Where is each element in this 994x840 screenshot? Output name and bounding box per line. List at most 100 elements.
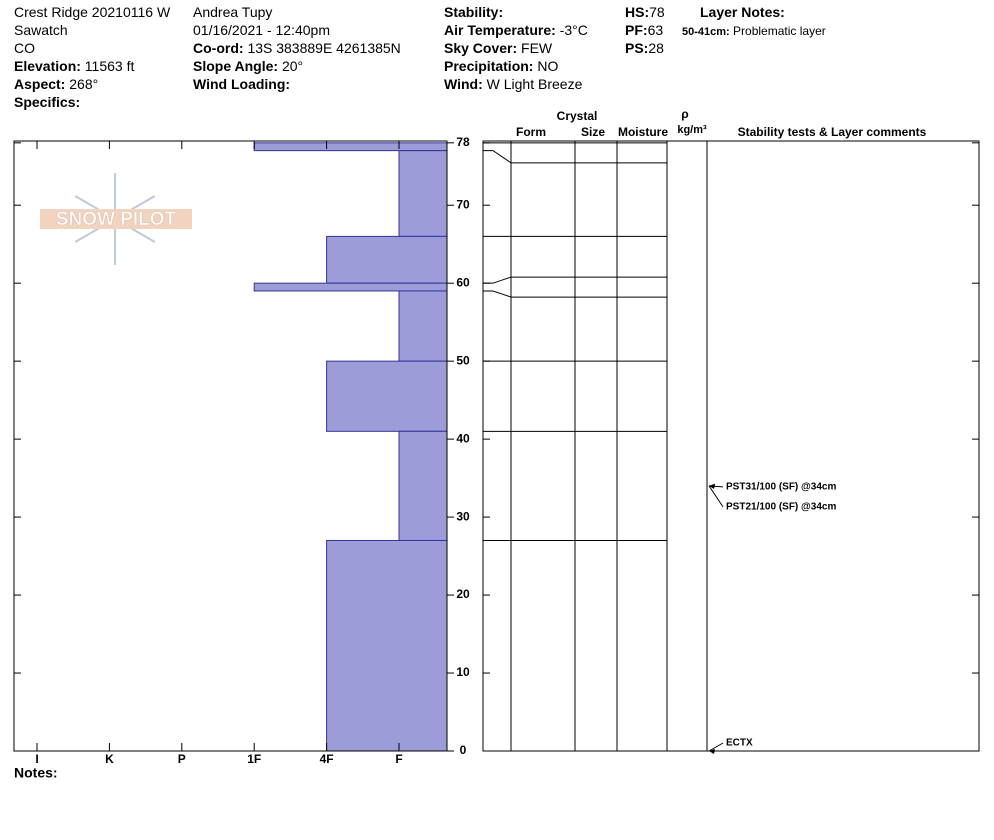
y-tick-label: 60	[456, 275, 470, 289]
field-label: Stability:	[444, 4, 504, 20]
field-label: Wind Loading:	[193, 76, 291, 92]
test-arrow	[709, 749, 715, 754]
header-field: 01/16/2021 - 12:40pm	[193, 21, 330, 39]
header-field: Wind: W Light Breeze	[444, 75, 582, 93]
field-value: 01/16/2021 - 12:40pm	[193, 22, 330, 38]
field-value: 20°	[281, 58, 304, 74]
header-field: PF:63	[625, 21, 663, 39]
field-value: NO	[537, 58, 559, 74]
field-value: 13S 383889E 4261385N	[247, 40, 401, 56]
field-label: Air Temperature:	[444, 22, 556, 38]
field-label: Co-ord:	[193, 40, 244, 56]
header-field: Precipitation: NO	[444, 57, 558, 75]
header-field: Crest Ridge 20210116 W	[14, 3, 170, 21]
y-tick-label: 50	[456, 353, 470, 367]
header-field: Slope Angle: 20°	[193, 57, 303, 75]
field-value: Andrea Tupy	[193, 4, 273, 20]
header-field: Co-ord: 13S 383889E 4261385N	[193, 39, 401, 57]
header-field: Air Temperature: -3°C	[444, 21, 588, 39]
hardness-bar	[253, 282, 448, 292]
header-field: HS:78	[625, 3, 665, 21]
header-field: Stability:	[444, 3, 503, 21]
test-label: PST31/100 (SF) @34cm	[726, 482, 836, 493]
x-tick-label: P	[178, 752, 186, 766]
hardness-bar	[398, 290, 448, 362]
y-tick-label: 30	[456, 509, 470, 523]
y-tick-label: 70	[456, 197, 470, 211]
column-header: Form	[516, 125, 546, 139]
field-value: W Light Breeze	[486, 76, 583, 92]
layer-connector	[483, 290, 512, 298]
note-value: Problematic layer	[733, 24, 826, 38]
y-tick-label: 78	[456, 135, 470, 149]
test-label: PST21/100 (SF) @34cm	[726, 502, 836, 513]
hardness-bar	[326, 539, 448, 752]
density-symbol: ρ	[681, 107, 688, 121]
hardness-bar	[326, 360, 448, 432]
x-tick-label: 4F	[320, 752, 334, 766]
notes-label: Notes:	[14, 765, 58, 781]
field-value: -3°C	[559, 22, 588, 38]
field-value: 63	[647, 22, 664, 38]
layer-frame	[482, 140, 980, 752]
logo: SNOW PILOT	[40, 173, 192, 265]
field-value: 78	[649, 4, 665, 20]
field-value: Sawatch	[14, 22, 68, 38]
field-label: Precipitation:	[444, 58, 534, 74]
logo-band	[40, 209, 192, 229]
x-tick-label: K	[105, 752, 114, 766]
header-field: PS:28	[625, 39, 664, 57]
hardness-bar	[253, 142, 448, 152]
field-label: Slope Angle:	[193, 58, 279, 74]
field-value: 11563 ft	[84, 58, 135, 74]
x-tick-label: I	[35, 752, 38, 766]
column-header: Stability tests & Layer comments	[738, 125, 927, 139]
header-field: Elevation: 11563 ft	[14, 57, 134, 75]
header-field: CO	[14, 39, 35, 57]
header-field: Aspect: 268°	[14, 75, 98, 93]
header-field: Andrea Tupy	[193, 3, 272, 21]
field-value: FEW	[521, 40, 553, 56]
field-label: PF:	[625, 22, 648, 38]
header-field: Sawatch	[14, 21, 68, 39]
layer-notes-title: Layer Notes:	[700, 3, 785, 21]
field-label: Elevation:	[14, 58, 81, 74]
plot-frame	[13, 140, 448, 752]
column-header: Crystal	[557, 109, 598, 123]
field-value: 28	[648, 40, 664, 56]
layer-note: 50-41cm: Problematic layer	[682, 22, 826, 41]
test-pointer	[708, 485, 724, 508]
y-tick-label: 20	[456, 587, 470, 601]
y-tick-label: 40	[456, 431, 470, 445]
field-label: PS:	[625, 40, 649, 56]
field-label: Aspect:	[14, 76, 66, 92]
test-pointer	[708, 742, 724, 752]
y-tick-label: 0	[460, 743, 467, 757]
hardness-bar	[398, 430, 448, 541]
test-arrow	[709, 483, 715, 489]
header-field: Sky Cover: FEW	[444, 39, 552, 57]
field-value: Crest Ridge 20210116 W	[14, 4, 171, 20]
column-header: Moisture	[618, 125, 668, 139]
hardness-bar	[326, 235, 448, 284]
field-label: Sky Cover:	[444, 40, 518, 56]
note-label: 50-41cm:	[682, 26, 730, 38]
header-field: Wind Loading:	[193, 75, 290, 93]
field-label: Specifics:	[14, 94, 81, 110]
y-tick-label: 10	[456, 665, 470, 679]
test-label: ECTX	[726, 738, 753, 749]
density-unit: kg/m³	[677, 124, 707, 136]
field-value: CO	[14, 40, 35, 56]
header-field: Specifics:	[14, 93, 80, 111]
hardness-bar	[398, 150, 448, 237]
layer-connector	[483, 276, 512, 284]
label: Layer Notes:	[700, 4, 785, 20]
x-tick-label: F	[395, 752, 402, 766]
field-label: Wind:	[444, 76, 483, 92]
field-value: 268°	[69, 76, 99, 92]
field-label: HS:	[625, 4, 650, 20]
logo-text: SNOW PILOT	[56, 209, 177, 230]
column-header: Size	[581, 125, 605, 139]
